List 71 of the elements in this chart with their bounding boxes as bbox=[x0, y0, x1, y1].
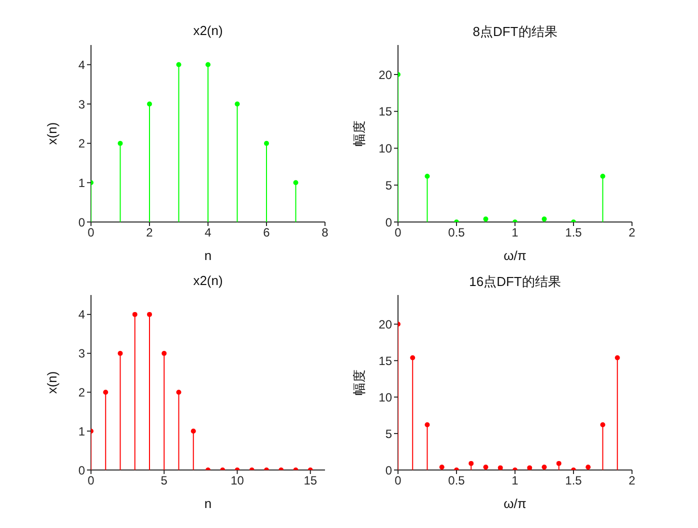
x-axis-title: ω/π bbox=[504, 496, 526, 511]
point bbox=[162, 350, 167, 356]
x-tick-label: 0 bbox=[394, 226, 402, 240]
x-tick-label: 5 bbox=[160, 474, 168, 488]
y-tick-label: 4 bbox=[78, 58, 86, 72]
x-axis-title: ω/π bbox=[504, 248, 526, 263]
y-tick-label: 10 bbox=[378, 390, 392, 404]
point bbox=[103, 390, 108, 395]
chart-title: x2(n) bbox=[192, 273, 224, 288]
x-tick-label: 10 bbox=[230, 474, 244, 488]
y-tick-label: 0 bbox=[78, 215, 86, 230]
x-axis-title: n bbox=[204, 496, 212, 511]
x-tick-label: 1 bbox=[512, 474, 519, 488]
x-tick-label: 0.5 bbox=[448, 226, 466, 240]
x-axis-title: n bbox=[204, 248, 212, 263]
point bbox=[118, 140, 123, 146]
x-tick-label: 8 bbox=[322, 226, 329, 240]
y-tick-label: 20 bbox=[378, 68, 392, 82]
chart-title: 16点DFT的结果 bbox=[468, 273, 562, 291]
x-tick-label: 1.5 bbox=[565, 474, 582, 488]
point bbox=[600, 422, 606, 428]
y-tick-label: 3 bbox=[78, 97, 86, 112]
point bbox=[118, 350, 123, 356]
x-tick-label: 4 bbox=[204, 226, 212, 240]
point bbox=[176, 62, 182, 68]
point bbox=[600, 174, 606, 179]
y-tick-label: 20 bbox=[378, 317, 392, 332]
y-tick-label: 10 bbox=[378, 142, 392, 156]
y-tick-label: 15 bbox=[378, 354, 392, 368]
y-tick-label: 5 bbox=[385, 426, 392, 441]
y-tick-label: 4 bbox=[78, 308, 86, 322]
point bbox=[147, 312, 152, 317]
chart-title: x2(n) bbox=[192, 23, 224, 38]
point bbox=[234, 102, 240, 106]
point bbox=[147, 102, 152, 106]
chart-title: 8点DFT的结果 bbox=[472, 23, 558, 41]
x-tick-label: 2 bbox=[146, 226, 154, 240]
y-tick-label: 1 bbox=[78, 424, 86, 438]
x-tick-label: 0 bbox=[394, 474, 402, 488]
point bbox=[293, 180, 298, 186]
x-tick-label: 6 bbox=[263, 226, 270, 240]
x-tick-label: 0.5 bbox=[448, 474, 466, 488]
point bbox=[424, 174, 430, 179]
x-tick-label: 1 bbox=[512, 226, 519, 240]
point bbox=[176, 390, 182, 395]
y-tick-label: 0 bbox=[385, 463, 392, 478]
x-tick-label: 1.5 bbox=[565, 226, 582, 240]
y-tick-label: 3 bbox=[78, 346, 86, 361]
point bbox=[468, 460, 474, 466]
x-tick-label: 2 bbox=[628, 474, 636, 488]
y-axis-title: x(n) bbox=[44, 122, 60, 145]
y-tick-label: 0 bbox=[385, 215, 392, 230]
y-axis-title: x(n) bbox=[44, 371, 60, 394]
y-tick-label: 1 bbox=[78, 176, 86, 190]
x-tick-label: 15 bbox=[304, 474, 318, 488]
point bbox=[424, 422, 430, 428]
point bbox=[410, 355, 416, 360]
y-tick-label: 0 bbox=[78, 463, 86, 478]
point bbox=[190, 428, 196, 434]
y-tick-label: 5 bbox=[385, 178, 392, 192]
point bbox=[206, 62, 210, 68]
x-tick-label: 0 bbox=[88, 474, 95, 488]
point bbox=[614, 355, 620, 360]
x-tick-label: 2 bbox=[628, 226, 636, 240]
point bbox=[132, 312, 138, 317]
y-tick-label: 15 bbox=[378, 104, 392, 119]
point bbox=[264, 140, 269, 146]
x-tick-label: 0 bbox=[88, 226, 95, 240]
y-tick-label: 2 bbox=[78, 385, 86, 400]
y-tick-label: 2 bbox=[78, 136, 86, 151]
point bbox=[556, 460, 562, 466]
